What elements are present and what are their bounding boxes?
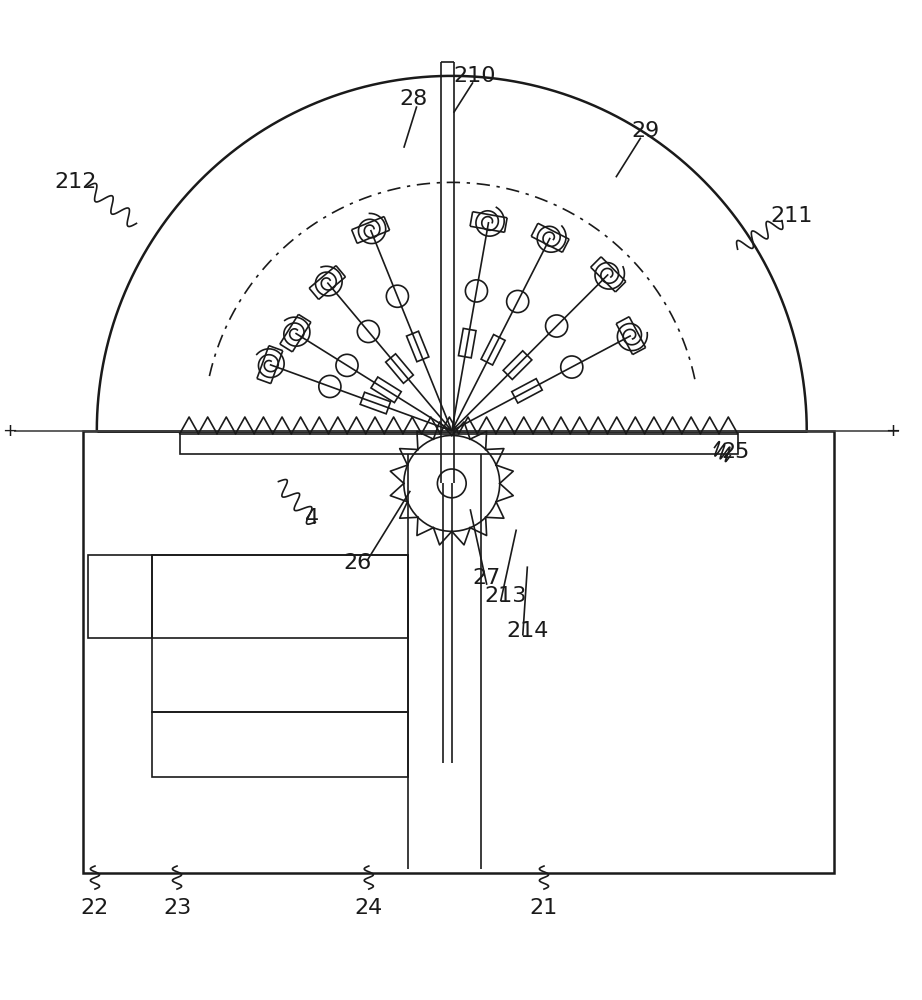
- Circle shape: [506, 290, 528, 313]
- Circle shape: [336, 354, 358, 376]
- Text: 214: 214: [506, 621, 549, 641]
- Text: +: +: [2, 422, 17, 440]
- Bar: [88, 555, 408, 638]
- Circle shape: [561, 356, 583, 378]
- Bar: [83, 431, 834, 873]
- Text: 4: 4: [304, 508, 319, 528]
- Text: +: +: [885, 422, 900, 440]
- Text: 211: 211: [770, 206, 812, 226]
- Circle shape: [386, 285, 408, 307]
- Text: 29: 29: [632, 121, 659, 141]
- Text: 27: 27: [473, 568, 501, 588]
- Text: 213: 213: [484, 586, 526, 606]
- Text: 25: 25: [722, 442, 750, 462]
- Text: 210: 210: [454, 66, 496, 86]
- Circle shape: [546, 315, 568, 337]
- Circle shape: [319, 375, 341, 398]
- Text: 22: 22: [81, 898, 109, 918]
- Bar: [152, 712, 408, 777]
- Text: 21: 21: [530, 898, 558, 918]
- Circle shape: [466, 280, 488, 302]
- Text: 23: 23: [163, 898, 191, 918]
- Bar: [152, 555, 408, 712]
- Circle shape: [358, 320, 380, 343]
- Bar: [180, 434, 738, 454]
- Text: 212: 212: [54, 172, 97, 192]
- Text: 24: 24: [355, 898, 383, 918]
- Text: 26: 26: [344, 553, 372, 573]
- Text: 28: 28: [399, 89, 427, 109]
